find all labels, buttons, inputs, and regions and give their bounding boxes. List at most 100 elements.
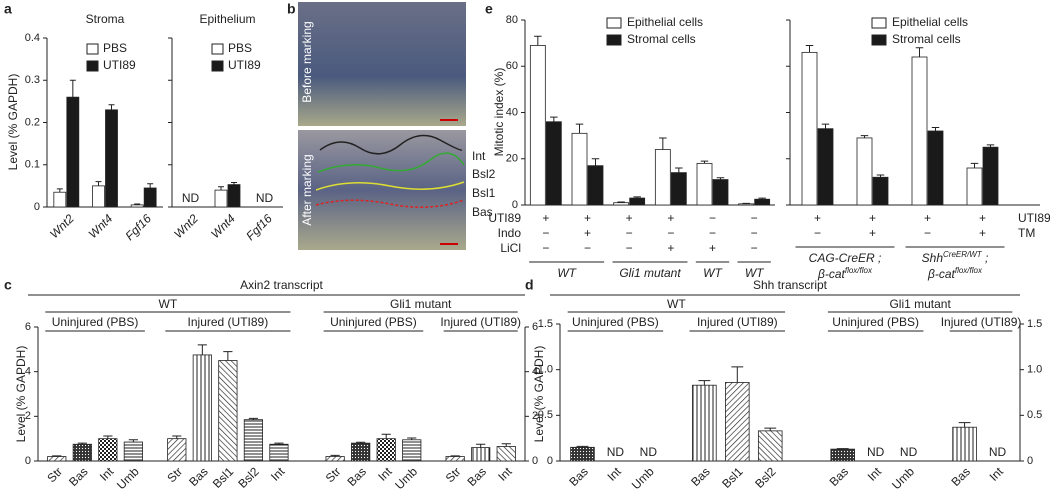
condition-value: + (667, 241, 674, 255)
y-axis-label: Level (% GAPDH) (14, 346, 28, 443)
error-bar (356, 441, 366, 444)
condition-value: + (542, 211, 549, 225)
bar (856, 137, 873, 206)
condition-value: − (924, 226, 931, 240)
error-bar (970, 162, 979, 168)
bar (545, 121, 562, 206)
bar (982, 146, 999, 206)
condition-value: + (709, 241, 716, 255)
x-tick-label: Bsl1 (210, 464, 237, 491)
error-bar (103, 435, 113, 439)
condition-value: − (542, 226, 549, 240)
legend-label: Stromal cells (892, 32, 961, 46)
group-label: Gli1 mutant (619, 266, 681, 280)
error-bar (675, 167, 683, 173)
error-bar (915, 47, 924, 57)
x-tick-label: Bsl1 (719, 464, 746, 491)
x-tick-label: Int (375, 464, 395, 484)
y-tick-label: 60 (506, 60, 518, 72)
bar (130, 204, 144, 208)
legend-label: UTI89 (103, 58, 136, 72)
condition-value: + (979, 226, 986, 240)
group-label: Gli1 mutant (390, 297, 452, 311)
error-bar (986, 144, 995, 148)
error-bar (108, 104, 115, 110)
error-bar (172, 435, 182, 439)
chart-title: Shh transcript (753, 278, 828, 292)
bar (66, 96, 80, 208)
contour (319, 134, 463, 155)
legend-swatch (211, 43, 224, 55)
bar (817, 128, 834, 206)
error-bar (700, 160, 709, 164)
panel-letter: c (4, 277, 12, 293)
image-label: After marking (300, 154, 314, 225)
bar (757, 430, 783, 462)
x-tick-label: Int (97, 464, 117, 484)
image-label: Before marking (300, 21, 314, 102)
x-tick-label: Str (44, 464, 65, 485)
error-bar (381, 433, 391, 439)
x-tick-label: Int (987, 464, 1007, 484)
bar (952, 426, 977, 462)
subgroup-label: Injured (UTI89) (941, 315, 1022, 329)
group-label: WT (703, 266, 723, 280)
bar (192, 354, 212, 462)
x-tick-label: Bas (948, 464, 973, 489)
legend-label: Epithelial cells (892, 15, 968, 29)
y-tick-label: 80 (506, 14, 518, 26)
condition-value: − (626, 241, 633, 255)
group-label: WT (159, 297, 178, 311)
subgroup-label: Uninjured (PBS) (832, 315, 919, 329)
condition-name: UTI89 (1018, 211, 1050, 225)
error-bar (931, 127, 940, 131)
condition-value: − (709, 226, 716, 240)
x-tick-label: Fgf16 (122, 211, 154, 243)
error-bar (248, 417, 259, 420)
x-tick-label: Bas (566, 464, 591, 489)
label-part: Shh (922, 251, 944, 265)
y-tick-label: 40 (506, 106, 518, 118)
condition-value: + (979, 211, 986, 225)
chart-title: Epithelium (199, 12, 255, 26)
error-bar (633, 196, 641, 199)
x-tick-label: Int (865, 464, 885, 484)
bar (654, 149, 671, 206)
x-tick-label: Int (268, 464, 288, 484)
x-tick-label: Wnt2 (47, 211, 77, 241)
error-bar (501, 443, 511, 447)
bar (801, 51, 818, 206)
micrograph (298, 2, 466, 126)
y-tick-label: 0.4 (25, 32, 40, 44)
bar (738, 203, 755, 206)
bar (613, 202, 630, 206)
subgroup-label: Uninjured (PBS) (572, 315, 659, 329)
condition-value: + (584, 226, 591, 240)
error-bar (52, 455, 62, 457)
label-part: CreER/WT (943, 250, 983, 259)
y-tick-label: 0 (1027, 455, 1033, 467)
error-bar (534, 35, 542, 46)
x-tick-label: Str (323, 464, 344, 485)
layer-label: Int (472, 149, 486, 163)
y-tick-label: 0.3 (25, 74, 40, 86)
error-bar (330, 454, 340, 457)
x-tick-label: Bsl2 (235, 464, 262, 491)
label-part: Gli1 mutant (619, 266, 681, 280)
condition-value: + (869, 211, 876, 225)
x-tick-label: Wnt4 (86, 211, 116, 241)
condition-value: − (667, 226, 674, 240)
condition-name: LiCl (500, 241, 521, 255)
chart-title: Axin2 transcript (240, 278, 323, 292)
group-label: β-catflox/flox (927, 266, 983, 282)
condition-value: − (709, 211, 716, 225)
bar (692, 384, 717, 462)
bar (696, 162, 713, 206)
bar (402, 439, 422, 462)
condition-value: + (924, 211, 931, 225)
bar (47, 456, 67, 462)
condition-value: − (626, 226, 633, 240)
bar (325, 456, 345, 462)
error-bar (407, 437, 417, 440)
